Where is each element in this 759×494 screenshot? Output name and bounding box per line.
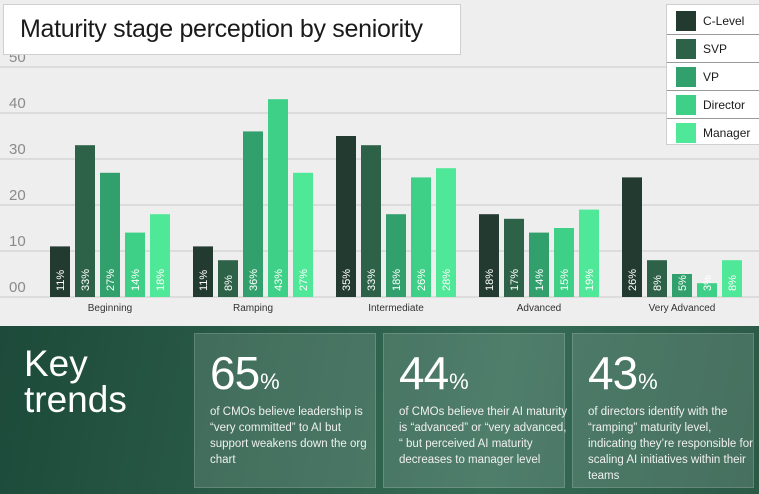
bar <box>554 228 574 297</box>
bar <box>672 274 692 297</box>
bar-data-label: 18% <box>391 269 403 291</box>
bar-data-label: 28% <box>441 269 453 291</box>
bar-data-label: 35% <box>341 269 353 291</box>
stat-unit: % <box>260 369 280 394</box>
key-trends-heading-line1: Key <box>24 343 88 384</box>
bar <box>268 99 288 297</box>
bar-data-label: 43% <box>273 269 285 291</box>
x-tick-label: Ramping <box>233 303 273 314</box>
bar-data-label: 36% <box>248 269 260 291</box>
legend-label: VP <box>703 69 720 84</box>
legend-item-c-level: C-Level <box>667 7 759 35</box>
bar <box>411 177 431 297</box>
legend-label: Manager <box>703 126 751 140</box>
bar <box>75 145 95 297</box>
y-tick-label: 30 <box>9 141 26 158</box>
bar <box>193 246 213 297</box>
key-trends-heading: Key trends <box>24 343 127 420</box>
legend-item-svp: SVP <box>667 35 759 63</box>
bar <box>386 214 406 297</box>
bar <box>436 168 456 297</box>
x-tick-label: Very Advanced <box>649 303 716 314</box>
chart-title-box: Maturity stage perception by seniority <box>3 4 461 55</box>
stat-card-directors: 43% of directors identify with the “ramp… <box>572 333 754 488</box>
bar <box>647 260 667 297</box>
bar <box>579 209 599 297</box>
bar <box>722 260 742 297</box>
bar-data-label: 8% <box>223 275 235 291</box>
y-tick-label: 40 <box>9 95 26 112</box>
chart-area: 00 10 20 30 40 50 11% 33% 27% 14% 18% Beginning 11% 8… <box>0 4 759 314</box>
bar-data-label: 27% <box>298 269 310 291</box>
bar-data-label: 27% <box>105 269 117 291</box>
bar <box>150 214 170 297</box>
bar <box>100 172 120 297</box>
legend-item-manager: Manager <box>667 119 759 147</box>
bar-data-label: 15% <box>559 269 571 291</box>
bar <box>622 177 642 297</box>
bar-data-label: 17% <box>509 269 521 291</box>
legend-label: SVP <box>703 41 728 56</box>
stat-value: 43% <box>588 346 658 400</box>
stat-unit: % <box>449 369 469 394</box>
chart-title: Maturity stage perception by seniority <box>20 15 423 43</box>
legend-swatch <box>676 123 696 143</box>
legend-item-director: Director <box>667 91 759 119</box>
bar-data-label: 5% <box>677 275 689 291</box>
stat-card-maturity: 44% of CMOs believe their AI maturity is… <box>383 333 567 488</box>
bar-data-label: 8% <box>727 275 739 291</box>
legend-swatch <box>676 66 696 87</box>
x-tick-label: Advanced <box>517 303 561 314</box>
bar <box>243 131 263 297</box>
bar-data-label: 19% <box>584 269 596 291</box>
bar-data-label: 3% <box>702 275 714 291</box>
bar-data-label: 11% <box>55 270 67 291</box>
legend-item-vp: VP <box>667 63 759 91</box>
y-tick-label: 20 <box>9 187 26 204</box>
bar <box>504 218 524 297</box>
legend-swatch <box>676 10 696 31</box>
legend-swatch <box>676 94 696 115</box>
chart-legend: C-Level SVP VP Director Manager <box>666 4 759 145</box>
bar-data-label: 33% <box>80 269 92 291</box>
bar <box>293 172 313 297</box>
y-tick-label: 00 <box>9 279 26 296</box>
bar <box>479 214 499 297</box>
stat-value: 65% <box>210 346 280 400</box>
stat-description: of CMOs believe leadership is “very comm… <box>210 406 367 466</box>
stat-unit: % <box>638 369 658 394</box>
legend-label: C-Level <box>703 13 745 28</box>
bar-data-label: 14% <box>534 269 546 291</box>
stat-description: of CMOs believe their AI maturity is “ad… <box>399 406 568 466</box>
bar <box>697 283 717 297</box>
bar-data-label: 33% <box>366 269 378 291</box>
legend-swatch <box>676 38 696 59</box>
key-trends-heading-line2: trends <box>24 379 127 420</box>
bar <box>50 246 70 297</box>
bar-data-label: 11% <box>198 270 210 291</box>
bar <box>529 232 549 297</box>
stat-value: 44% <box>399 346 469 400</box>
bar-data-label: 26% <box>416 269 428 291</box>
x-tick-label: Beginning <box>88 303 132 314</box>
bar-data-label: 8% <box>652 275 664 291</box>
bar <box>218 260 238 297</box>
bar-data-label: 26% <box>627 269 639 291</box>
stat-number: 43 <box>588 347 638 399</box>
stat-card-leadership: 65% of CMOs believe leadership is “very … <box>194 333 376 488</box>
legend-label: Director <box>703 97 746 112</box>
stat-description: of directors identify with the “ramping”… <box>588 406 753 482</box>
bar-data-label: 18% <box>155 269 167 291</box>
bar <box>125 232 145 297</box>
bar <box>336 136 356 297</box>
y-tick-label: 10 <box>9 233 26 250</box>
x-tick-label: Intermediate <box>368 303 424 314</box>
bar-data-label: 14% <box>130 269 142 291</box>
bar <box>361 145 381 297</box>
bar-data-label: 18% <box>484 269 496 291</box>
stat-number: 44 <box>399 347 449 399</box>
key-trends-section: Key trends 65% of CMOs believe leadershi… <box>0 326 759 494</box>
stat-number: 65 <box>210 347 260 399</box>
